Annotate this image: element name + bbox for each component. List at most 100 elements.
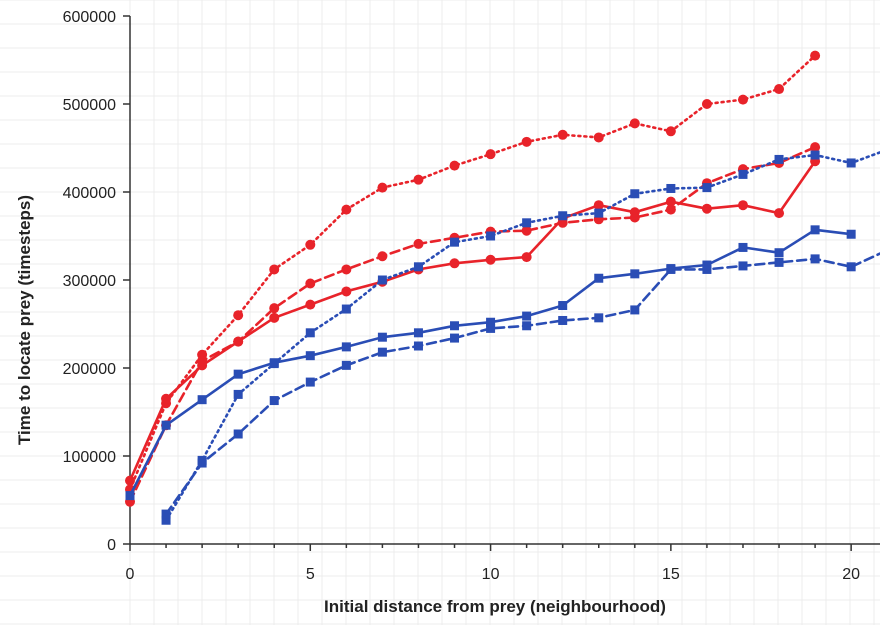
data-point [810, 150, 820, 160]
data-point [810, 254, 820, 264]
data-point [486, 317, 496, 327]
y-tick-label: 500000 [63, 97, 116, 114]
y-tick-label: 300000 [63, 273, 116, 290]
data-point [629, 207, 640, 218]
data-point [449, 160, 460, 171]
data-point [305, 328, 315, 338]
data-point [666, 183, 676, 193]
data-point [594, 208, 604, 218]
data-point [594, 313, 604, 323]
series-1 [125, 50, 821, 495]
data-point [305, 351, 315, 361]
data-point [450, 333, 460, 343]
x-tick-label: 15 [662, 566, 680, 583]
data-point [522, 321, 532, 331]
data-point [413, 238, 424, 249]
data-point [377, 332, 387, 342]
series-line [128, 54, 817, 491]
data-point [305, 239, 316, 250]
x-tick-label: 5 [306, 566, 315, 583]
x-tick-label: 20 [842, 566, 860, 583]
data-point [774, 84, 785, 95]
data-point [377, 251, 388, 262]
data-point [846, 229, 856, 239]
data-point [557, 129, 568, 140]
data-point [305, 299, 316, 310]
data-point [269, 264, 280, 275]
data-point [233, 429, 243, 439]
y-tick-label: 400000 [63, 185, 116, 202]
data-point [341, 360, 351, 370]
data-point [810, 142, 821, 153]
data-point [161, 420, 171, 430]
data-point [341, 304, 351, 314]
data-point [269, 358, 279, 368]
data-point [774, 248, 784, 258]
x-tick-label: 0 [126, 566, 135, 583]
data-point [233, 369, 243, 379]
data-point [521, 225, 532, 236]
data-point [522, 218, 532, 228]
data-point [233, 389, 243, 399]
data-point [774, 257, 784, 267]
data-point [413, 328, 423, 338]
data-point [341, 204, 352, 215]
data-point [449, 258, 460, 269]
data-point [450, 321, 460, 331]
x-tick-label: 10 [482, 566, 500, 583]
chart-axes [129, 16, 880, 545]
data-point [702, 183, 712, 193]
data-point [161, 393, 172, 404]
data-point [413, 262, 423, 272]
data-point [305, 377, 315, 387]
data-point [630, 189, 640, 199]
data-point [125, 491, 135, 501]
data-point [737, 200, 748, 211]
data-point [593, 132, 604, 143]
data-point [810, 50, 821, 61]
data-point [269, 312, 280, 323]
data-point [774, 208, 785, 219]
data-point [594, 273, 604, 283]
data-point [630, 305, 640, 315]
data-point [737, 94, 748, 105]
y-axis-title: Time to locate prey (timesteps) [15, 195, 34, 445]
data-point [774, 154, 784, 164]
data-point [810, 225, 820, 235]
series-6 [125, 225, 856, 501]
data-point [161, 515, 171, 525]
data-point [846, 262, 856, 272]
data-point [269, 396, 279, 406]
data-point [377, 275, 387, 285]
series-5 [161, 252, 880, 519]
data-point [377, 182, 388, 193]
y-tick-label: 200000 [63, 361, 116, 378]
data-point [269, 303, 280, 314]
data-point [522, 311, 532, 321]
data-point [341, 286, 352, 297]
data-point [629, 118, 640, 129]
x-axis-ticks: 0 5 10 15 20 [126, 544, 860, 583]
data-point [665, 196, 676, 207]
data-point [846, 158, 856, 168]
data-point [486, 323, 496, 333]
data-point [558, 315, 568, 325]
data-point [738, 169, 748, 179]
y-axis-ticks: 0 100000 200000 300000 400000 500000 600000 [63, 9, 130, 554]
data-point [521, 136, 532, 147]
data-point [377, 347, 387, 357]
data-point [701, 99, 712, 109]
data-point [341, 342, 351, 352]
data-point [233, 310, 244, 321]
data-point [701, 203, 712, 214]
series-layer [125, 50, 880, 525]
data-point [521, 252, 532, 263]
y-tick-label: 100000 [63, 449, 116, 466]
data-point [666, 264, 676, 274]
data-point [413, 174, 424, 185]
data-point [630, 269, 640, 279]
data-point [486, 231, 496, 241]
data-point [125, 475, 135, 486]
